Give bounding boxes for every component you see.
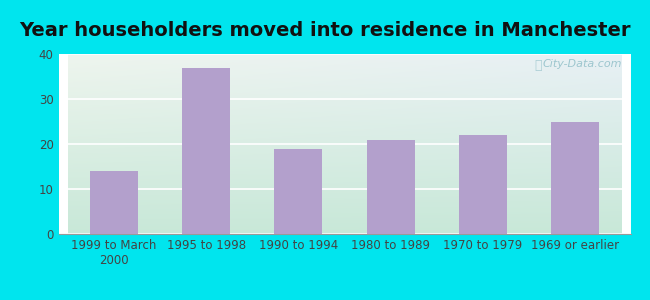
Bar xyxy=(459,135,507,234)
Text: ⓘ: ⓘ xyxy=(534,59,542,72)
Text: City-Data.com: City-Data.com xyxy=(542,59,622,69)
Bar xyxy=(90,171,138,234)
Bar xyxy=(551,122,599,234)
Bar xyxy=(274,148,322,234)
Bar xyxy=(182,68,230,234)
Text: Year householders moved into residence in Manchester: Year householders moved into residence i… xyxy=(20,21,630,40)
Bar xyxy=(367,140,415,234)
